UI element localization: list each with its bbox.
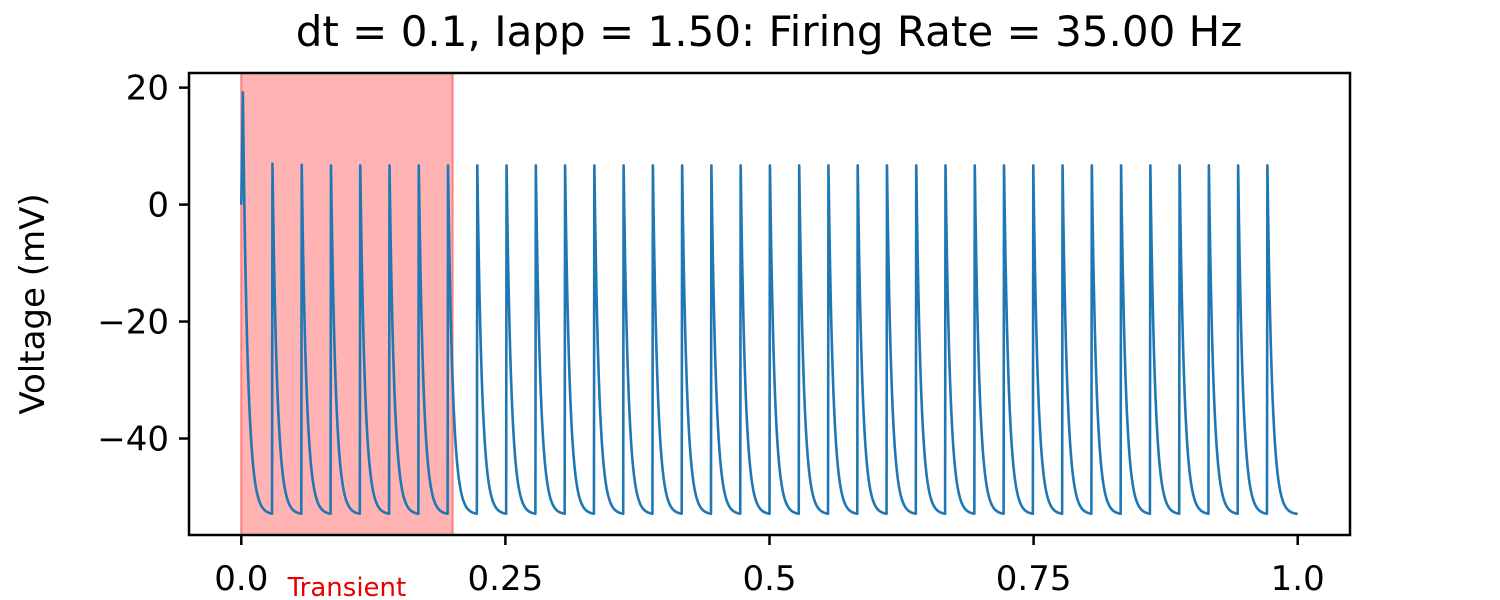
y-tick-label-1: 0: [147, 186, 169, 226]
voltage-trace: [239, 91, 1299, 516]
y-axis-label: Voltage (mV): [13, 193, 53, 414]
x-tick-label-4: 1.0: [1271, 559, 1325, 599]
chart-title: dt = 0.1, Iapp = 1.50: Firing Rate = 35.…: [296, 7, 1243, 56]
x-tick-label-0: 0.0: [214, 559, 268, 599]
y-tick-label-3: −40: [97, 420, 169, 460]
y-axis: 20 0 −20 −40: [97, 69, 189, 460]
y-tick-label-2: −20: [97, 303, 169, 343]
annotation-layer: Transient: [287, 573, 407, 600]
annotation-transient: Transient: [287, 573, 407, 600]
plot-area: [187, 71, 1352, 537]
x-axis: 0.0 0.25 0.5 0.75 1.0: [214, 535, 1325, 599]
x-tick-label-2: 0.5: [742, 559, 796, 599]
y-tick-label-0: 20: [126, 69, 169, 109]
x-tick-label-1: 0.25: [468, 559, 544, 599]
x-tick-label-3: 0.75: [996, 559, 1072, 599]
trace-layer: [239, 91, 1299, 516]
